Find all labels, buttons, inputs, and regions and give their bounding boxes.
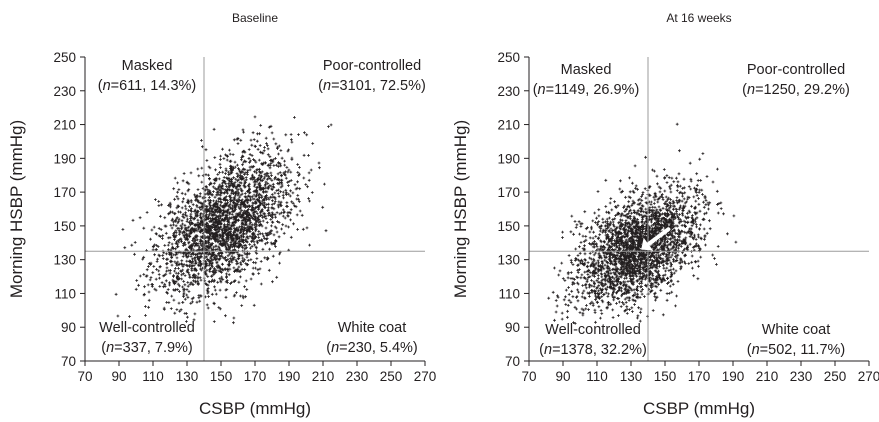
x-tick-label: 110 xyxy=(586,369,608,384)
x-tick-label: 90 xyxy=(555,369,570,384)
x-axis-label: CSBP (mmHg) xyxy=(199,399,311,418)
y-ticks: 70 90 110 130 150 170 190 210 230 250 xyxy=(497,50,529,369)
y-tick-label: 230 xyxy=(497,84,520,99)
x-tick-label: 230 xyxy=(790,369,813,384)
x-tick-label: 130 xyxy=(620,369,643,384)
quadrant-well-controlled-name: Well-controlled xyxy=(545,322,641,338)
quadrant-poor-controlled-stats: (n=1250, 29.2%) xyxy=(742,82,850,98)
x-tick-label: 190 xyxy=(722,369,745,384)
x-tick-label: 110 xyxy=(142,369,164,384)
panel-baseline: Baseline 70 90 110 130 150 170 190 210 230 250 270… xyxy=(7,11,436,418)
y-tick-label: 210 xyxy=(53,118,76,133)
quadrant-white-coat-name: White coat xyxy=(338,320,407,336)
y-tick-label: 250 xyxy=(53,50,76,65)
y-tick-label: 250 xyxy=(497,50,520,65)
shift-arrow xyxy=(641,227,671,251)
y-tick-label: 90 xyxy=(61,320,76,335)
scatter-marks xyxy=(547,122,738,325)
y-tick-label: 150 xyxy=(53,219,76,234)
x-tick-label: 150 xyxy=(210,369,233,384)
y-tick-label: 110 xyxy=(498,286,520,301)
scatter-points xyxy=(114,115,333,325)
quadrant-white-coat-name: White coat xyxy=(762,322,831,338)
quadrant-well-controlled-stats: (n=337, 7.9%) xyxy=(101,340,193,356)
quadrant-white-coat-stats: (n=230, 5.4%) xyxy=(326,340,418,356)
quadrant-well-controlled-stats: (n=1378, 32.2%) xyxy=(539,342,647,358)
y-tick-label: 230 xyxy=(53,84,76,99)
x-ticks: 70 90 110 130 150 170 190 210 230 250 270 xyxy=(521,361,879,384)
x-tick-label: 230 xyxy=(346,369,369,384)
quadrant-masked-stats: (n=1149, 26.9%) xyxy=(533,82,640,98)
x-tick-label: 210 xyxy=(312,369,335,384)
y-tick-label: 70 xyxy=(505,354,520,369)
y-axis-label: Morning HSBP (mmHg) xyxy=(451,120,470,298)
quadrant-well-controlled-name: Well-controlled xyxy=(99,320,195,336)
x-tick-label: 170 xyxy=(688,369,711,384)
y-tick-label: 170 xyxy=(497,185,520,200)
x-ticks: 70 90 110 130 150 170 190 210 230 250 270 xyxy=(77,361,436,384)
quadrant-masked-name: Masked xyxy=(122,58,173,74)
y-tick-label: 110 xyxy=(54,286,76,301)
x-tick-label: 90 xyxy=(111,369,126,384)
y-tick-label: 210 xyxy=(497,118,520,133)
x-tick-label: 250 xyxy=(824,369,847,384)
y-tick-label: 70 xyxy=(61,354,76,369)
x-tick-label: 190 xyxy=(278,369,301,384)
panel-title: At 16 weeks xyxy=(666,11,731,25)
arrow-head xyxy=(641,237,654,251)
x-tick-label: 270 xyxy=(858,369,879,384)
y-tick-label: 130 xyxy=(497,253,520,268)
panel-16-weeks: At 16 weeks 70 90 110 130 150 170 190 210 230 250… xyxy=(451,11,879,418)
x-tick-label: 210 xyxy=(756,369,779,384)
y-tick-label: 170 xyxy=(53,185,76,200)
quadrant-poor-controlled-stats: (n=3101, 72.5%) xyxy=(318,78,426,94)
x-tick-label: 130 xyxy=(176,369,199,384)
y-tick-label: 130 xyxy=(53,253,76,268)
x-axis-label: CSBP (mmHg) xyxy=(643,399,755,418)
x-tick-label: 150 xyxy=(654,369,677,384)
quadrant-masked-name: Masked xyxy=(561,62,612,78)
panel-title: Baseline xyxy=(232,11,278,25)
y-tick-label: 190 xyxy=(53,151,76,166)
y-ticks: 70 90 110 130 150 170 190 210 230 250 xyxy=(53,50,85,369)
x-tick-label: 270 xyxy=(414,369,437,384)
x-tick-label: 170 xyxy=(244,369,267,384)
x-tick-label: 70 xyxy=(77,369,92,384)
scatter-marks xyxy=(114,115,333,325)
quadrant-white-coat-stats: (n=502, 11.7%) xyxy=(747,342,846,358)
y-tick-label: 190 xyxy=(497,151,520,166)
x-tick-label: 70 xyxy=(521,369,536,384)
y-axis-label: Morning HSBP (mmHg) xyxy=(7,120,26,298)
y-tick-label: 150 xyxy=(497,219,520,234)
x-tick-label: 250 xyxy=(380,369,403,384)
quadrant-poor-controlled-name: Poor-controlled xyxy=(747,62,845,78)
arrow-shaft xyxy=(646,227,671,247)
quadrant-masked-stats: (n=611, 14.3%) xyxy=(98,78,197,94)
quadrant-poor-controlled-name: Poor-controlled xyxy=(323,58,421,74)
y-tick-label: 90 xyxy=(505,320,520,335)
scatter-points xyxy=(547,122,738,325)
